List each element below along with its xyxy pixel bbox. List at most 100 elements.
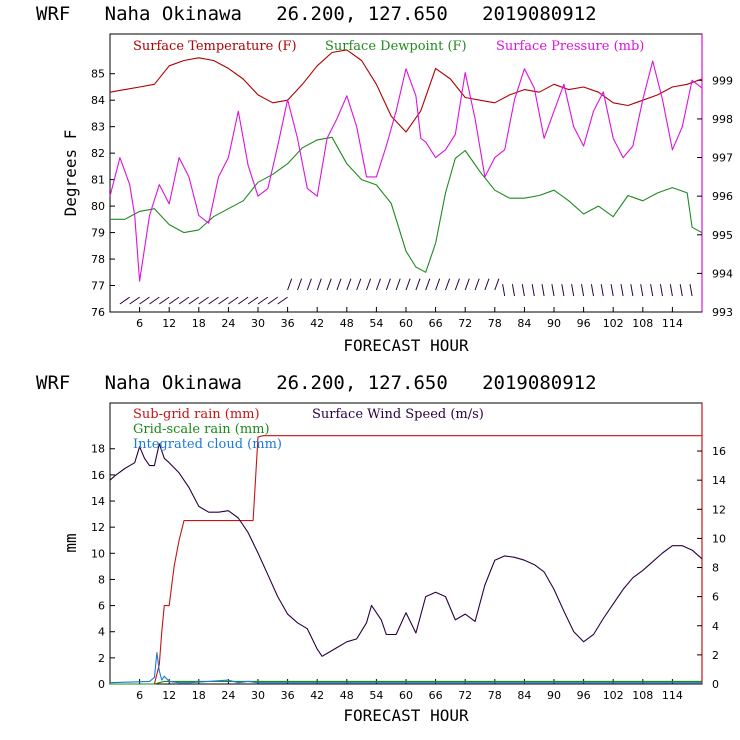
y-tick-label: 76: [91, 306, 105, 319]
surface-wind-speed-line: [109, 443, 703, 657]
legend-dewpoint: Surface Dewpoint (F): [325, 39, 467, 54]
wind-barb: [415, 278, 421, 291]
wind-barb: [669, 284, 673, 297]
x-tick-label: 108: [632, 317, 653, 330]
y2-tick-label: 6: [712, 591, 719, 604]
x-tick-label: 24: [221, 317, 235, 330]
wind-barb: [454, 278, 460, 291]
x-tick-label: 18: [192, 689, 206, 702]
wind-barb: [346, 278, 352, 291]
wind-barb: [541, 284, 545, 297]
wind-barb: [178, 296, 190, 305]
y-tick-label: 10: [91, 547, 105, 560]
surface-temperature-line: [109, 49, 703, 133]
y-tick-label: 18: [91, 443, 105, 456]
legend-grid-rain: Grid-scale rain (mm): [133, 422, 270, 437]
wind-barb: [188, 296, 200, 305]
wind-barb: [238, 296, 249, 305]
wind-barb: [511, 284, 515, 297]
y-tick-label: 85: [91, 68, 105, 81]
wind-barb: [119, 296, 130, 305]
x-tick-label: 72: [458, 689, 472, 702]
x-tick-label: 102: [603, 689, 624, 702]
x-tick-label: 84: [517, 317, 531, 330]
x-tick-label: 60: [399, 689, 413, 702]
wind-barb: [474, 278, 480, 291]
wind-barb: [600, 284, 604, 297]
surface-pressure-line: [109, 60, 703, 282]
wind-barb: [208, 296, 219, 305]
wind-barb: [650, 284, 654, 297]
x-tick-label: 78: [488, 317, 502, 330]
top-x-axis-title: FORECAST HOUR: [343, 336, 469, 355]
wind-barb: [531, 284, 535, 297]
y-tick-label: 82: [91, 147, 105, 160]
x-tick-label: 54: [369, 317, 383, 330]
x-tick-label: 12: [162, 317, 176, 330]
x-tick-label: 18: [192, 317, 206, 330]
wind-barb: [435, 278, 441, 291]
x-tick-label: 24: [221, 689, 235, 702]
wind-barb: [198, 296, 209, 305]
y2-tick-label: 999: [712, 74, 733, 87]
bottom-chart-title: WRF Naha Okinawa 26.200, 127.650 2019080…: [36, 372, 597, 394]
x-tick-label: 6: [136, 689, 143, 702]
y-tick-label: 84: [91, 94, 105, 107]
x-tick-label: 78: [488, 689, 502, 702]
x-tick-label: 114: [662, 317, 683, 330]
wind-barb: [464, 278, 470, 291]
x-tick-label: 48: [340, 689, 354, 702]
y-tick-label: 12: [91, 521, 105, 534]
wind-barb: [640, 284, 644, 297]
y-tick-label: 83: [91, 121, 105, 134]
temperature-chart: WRF Naha Okinawa 26.200, 127.650 2019080…: [36, 3, 733, 355]
wind-barb: [425, 278, 431, 291]
wind-barb: [257, 296, 269, 305]
wind-barb: [287, 278, 293, 291]
bottom-x-axis-title: FORECAST HOUR: [343, 706, 469, 725]
x-tick-label: 12: [162, 689, 176, 702]
y2-tick-label: 996: [712, 190, 733, 203]
top-chart-title: WRF Naha Okinawa 26.200, 127.650 2019080…: [36, 3, 597, 25]
wind-barb: [581, 284, 585, 297]
wind-barb: [445, 278, 451, 291]
wind-barb: [297, 278, 303, 291]
x-tick-label: 90: [547, 689, 561, 702]
wind-barb: [395, 278, 401, 291]
x-tick-label: 54: [369, 689, 383, 702]
y-tick-label: 4: [98, 626, 105, 639]
x-tick-label: 48: [340, 317, 354, 330]
y2-tick-label: 2: [712, 649, 719, 662]
wind-barb: [521, 284, 525, 297]
x-tick-label: 72: [458, 317, 472, 330]
wind-barb: [129, 296, 140, 305]
x-tick-label: 42: [310, 317, 324, 330]
sub-grid-rain-line: [110, 435, 702, 685]
bottom-plot-area: 6 12 18 24 30 36 42 48 54 60 66 72 78 84 90 96 102 108 114…: [91, 402, 726, 702]
wind-barb: [590, 284, 594, 297]
x-tick-label: 30: [251, 689, 265, 702]
wind-barb: [159, 296, 170, 305]
wind-barb: [689, 284, 693, 297]
wind-barb: [366, 278, 372, 291]
x-tick-label: 36: [281, 689, 295, 702]
y-tick-label: 8: [98, 573, 105, 586]
y2-tick-label: 12: [712, 503, 726, 516]
y2-tick-label: 995: [712, 229, 733, 242]
x-tick-label: 66: [429, 317, 443, 330]
legend-integrated-cloud: Integrated cloud (mm): [133, 437, 282, 452]
surface-dewpoint-line: [110, 136, 703, 273]
y-tick-label: 79: [91, 227, 105, 240]
wind-barb: [267, 296, 278, 305]
wind-barb: [620, 284, 624, 297]
y-tick-label: 6: [98, 600, 105, 613]
wind-barb: [561, 284, 565, 297]
integrated-cloud-line: [109, 652, 702, 684]
wind-barb: [484, 278, 490, 291]
wind-barb: [316, 278, 322, 291]
legend-pressure: Surface Pressure (mb): [496, 39, 644, 54]
wind-barb: [168, 296, 180, 305]
y2-tick-label: 14: [712, 474, 726, 487]
rain-wind-chart: WRF Naha Okinawa 26.200, 127.650 2019080…: [36, 372, 726, 725]
y-tick-label: 16: [91, 469, 105, 482]
